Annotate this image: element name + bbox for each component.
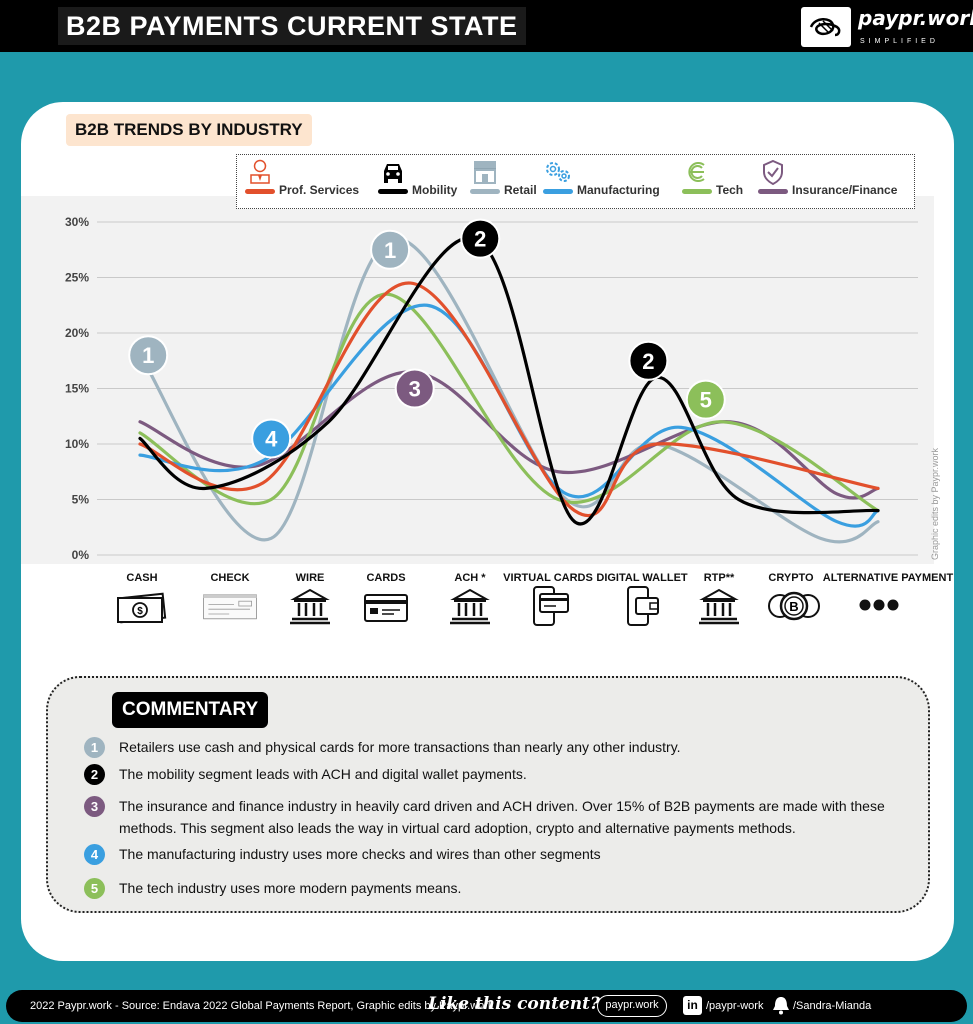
legend-swatch <box>245 189 275 194</box>
callout-marker-label: 5 <box>700 388 712 413</box>
note-number-badge: 3 <box>84 796 105 817</box>
car-icon <box>384 164 402 183</box>
category-label-cash: CASH <box>126 572 158 584</box>
brand-logo-icon[interactable] <box>801 7 851 47</box>
brand-name: paypr.work <box>858 6 973 30</box>
card-icon <box>364 594 408 622</box>
tech-logo-icon <box>688 162 705 182</box>
legend-label: Retail <box>504 183 537 197</box>
note-number-badge: 2 <box>84 764 105 785</box>
bank-icon <box>699 588 739 625</box>
y-tick-label: 25% <box>65 271 89 285</box>
wallet-phone-icon <box>627 586 659 626</box>
dots-icon <box>859 599 899 611</box>
commentary-note: 2 The mobility segment leads with ACH an… <box>84 763 914 785</box>
callout-marker <box>394 368 435 409</box>
callout-marker <box>685 379 726 420</box>
gears-icon <box>546 162 570 182</box>
legend-label: Insurance/Finance <box>792 183 898 197</box>
category-label-virtual-cards: VIRTUAL CARDS <box>503 572 593 584</box>
svg-text:$: $ <box>137 606 143 617</box>
commentary-note: 5 The tech industry uses more modern pay… <box>84 877 914 899</box>
series-line-manufacturing <box>138 303 880 528</box>
category-label-check: CHECK <box>210 572 250 584</box>
legend-label: Mobility <box>412 183 458 197</box>
legend-label: Manufacturing <box>577 183 660 197</box>
callout-marker <box>370 229 411 270</box>
y-tick-label: 30% <box>65 215 89 229</box>
y-tick-label: 5% <box>72 493 90 507</box>
commentary-note: 4 The manufacturing industry uses more c… <box>84 843 914 865</box>
store-icon <box>474 161 496 184</box>
callout-marker-label: 2 <box>474 227 486 252</box>
section-title: B2B TRENDS BY INDUSTRY <box>66 114 312 146</box>
callout-marker <box>628 340 669 381</box>
legend-label: Prof. Services <box>279 183 360 197</box>
category-label-alternative-payment: ALTERNATIVE PAYMENT <box>822 572 954 584</box>
note-number-badge: 1 <box>84 737 105 758</box>
callout-marker <box>128 335 169 376</box>
callout-marker-label: 1 <box>384 238 396 263</box>
category-label-wire: WIRE <box>295 572 325 584</box>
commentary-title: COMMENTARY <box>112 692 269 728</box>
line-chart: 0% 5% 10% 15% 20% 25% 30% 1 1 2 2 3 4 5 <box>65 215 918 562</box>
series-line-insurance-finance <box>138 370 880 500</box>
commentary-note: 1 Retailers use cash and physical cards … <box>84 736 914 758</box>
note-text: The tech industry uses more modern payme… <box>119 880 462 896</box>
note-number-badge: 4 <box>84 844 105 865</box>
category-label-cards: CARDS <box>366 572 406 584</box>
footer-bar <box>6 990 967 1022</box>
note-text: The mobility segment leads with ACH and … <box>119 766 527 782</box>
category-label-digital-wallet: DIGITAL WALLET <box>596 572 688 584</box>
footer-source: 2022 Paypr.work - Source: Endava 2022 Gl… <box>30 1000 494 1012</box>
callout-marker-label: 1 <box>142 343 154 368</box>
note-text: Retailers use cash and physical cards fo… <box>119 739 681 755</box>
note-text: The insurance and finance industry in he… <box>119 798 885 836</box>
legend-label: Tech <box>716 183 744 197</box>
series-line-prof-services <box>138 281 880 518</box>
paypr-site-button[interactable]: paypr.work <box>597 995 667 1017</box>
legend-swatch <box>682 189 712 194</box>
y-tick-label: 15% <box>65 382 89 396</box>
svg-text:B: B <box>789 599 798 614</box>
category-label-ach: ACH * <box>454 572 486 584</box>
bank-icon <box>290 588 330 625</box>
linkedin-link[interactable]: /paypr-work <box>706 1000 764 1012</box>
page-title: B2B PAYMENTS CURRENT STATE <box>58 7 526 45</box>
notify-link[interactable]: /Sandra-Mianda <box>793 1000 872 1012</box>
graphic-credit: Graphic edits by Paypr.work <box>930 447 940 560</box>
category-label-rtp: RTP** <box>703 572 735 584</box>
bell-icon[interactable] <box>772 995 790 1015</box>
legend-swatch <box>378 189 408 194</box>
series-line-mobility <box>138 235 880 526</box>
y-tick-label: 10% <box>65 437 89 451</box>
banknote-icon: $ <box>117 592 167 624</box>
y-tick-label: 20% <box>65 326 89 340</box>
bank-icon <box>450 588 490 625</box>
footer-cta: Like this content? <box>428 994 600 1014</box>
note-text: The manufacturing industry uses more che… <box>119 846 601 862</box>
chart-legend: Prof. Services Mobility Retail Manufactu… <box>236 154 915 209</box>
callout-marker-label: 4 <box>265 426 278 451</box>
commentary-note: 3 The insurance and finance industry in … <box>84 795 914 839</box>
legend-swatch <box>470 189 500 194</box>
shield-check-icon <box>763 159 783 185</box>
legend-swatch <box>758 189 788 194</box>
check-icon <box>203 594 257 620</box>
coins-icon: B <box>768 591 820 621</box>
brand-tagline: SIMPLIFIED <box>860 38 939 45</box>
note-number-badge: 5 <box>84 878 105 899</box>
category-label-crypto: CRYPTO <box>768 572 814 584</box>
series-line-tech <box>138 292 880 513</box>
callout-marker <box>460 218 501 259</box>
callout-marker-label: 3 <box>409 377 421 402</box>
phone-card-icon <box>533 586 569 626</box>
callout-marker <box>251 418 292 459</box>
series-line-retail <box>138 237 880 544</box>
linkedin-icon[interactable]: in <box>683 996 702 1015</box>
y-tick-label: 0% <box>72 548 90 562</box>
callout-marker-label: 2 <box>642 349 654 374</box>
user-icon <box>250 159 270 184</box>
legend-swatch <box>543 189 573 194</box>
